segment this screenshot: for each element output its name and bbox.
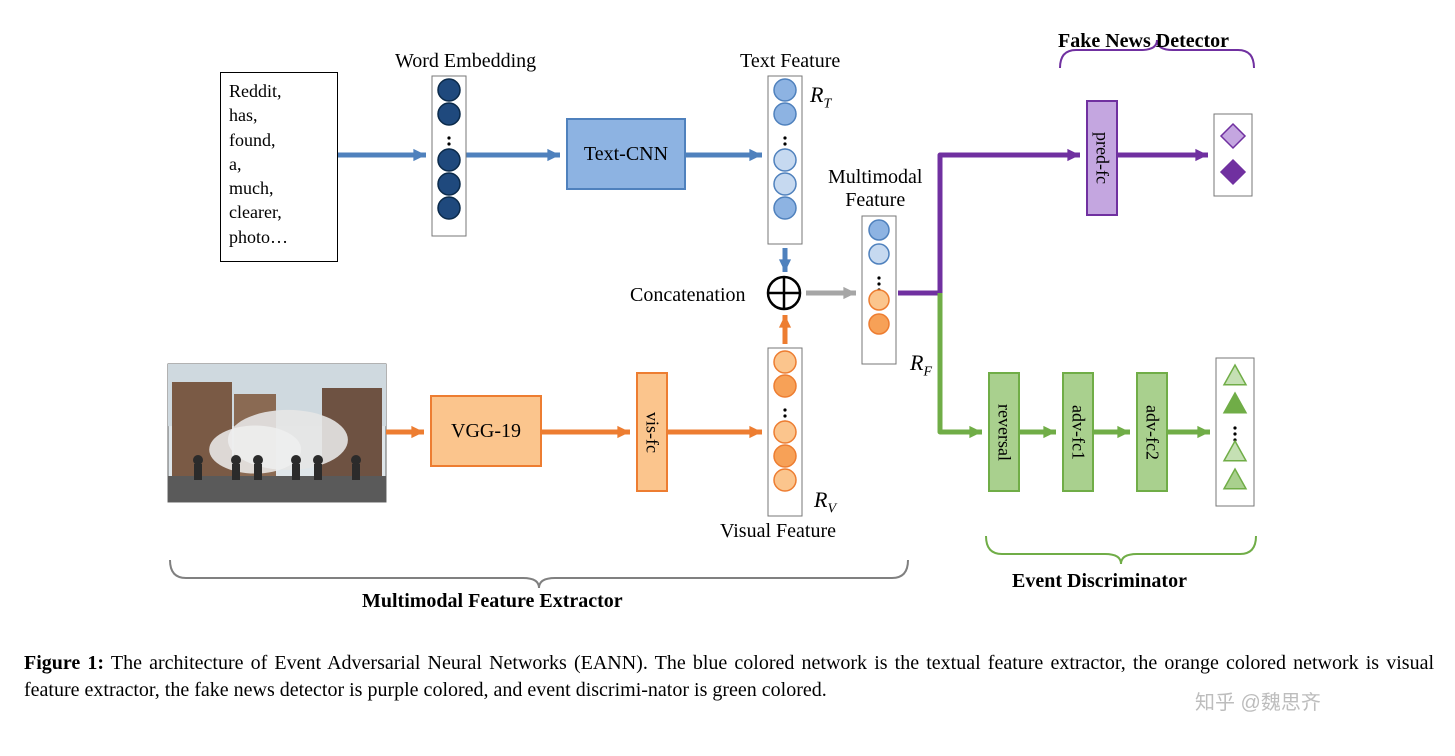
text-cnn-block: Text-CNN — [566, 118, 686, 190]
multimodal-feature-label: Multimodal Feature — [828, 166, 922, 212]
text-feature-label: Text Feature — [740, 50, 840, 73]
watermark: 知乎 @魏思齐 — [1195, 686, 1321, 715]
event-discriminator-label: Event Discriminator — [1012, 570, 1187, 593]
vgg19-block: VGG-19 — [430, 395, 542, 467]
visual-feature-label: Visual Feature — [720, 520, 836, 543]
adv-fc2-block: adv-fc2 — [1136, 372, 1168, 492]
pred-fc-block: pred-fc — [1086, 100, 1118, 216]
reversal-block: reversal — [988, 372, 1020, 492]
word-embedding-label: Word Embedding — [395, 50, 536, 73]
fake-news-detector-label: Fake News Detector — [1058, 30, 1229, 53]
concatenation-label: Concatenation — [630, 284, 746, 307]
rt-symbol: RT — [810, 82, 831, 112]
text-input-box: Reddit,has,found,a,much,clearer,photo… — [220, 72, 338, 262]
rv-symbol: RV — [814, 487, 836, 517]
adv-fc1-block: adv-fc1 — [1062, 372, 1094, 492]
rf-symbol: RF — [910, 350, 932, 380]
vis-fc-block: vis-fc — [636, 372, 668, 492]
mfe-label: Multimodal Feature Extractor — [362, 590, 623, 613]
